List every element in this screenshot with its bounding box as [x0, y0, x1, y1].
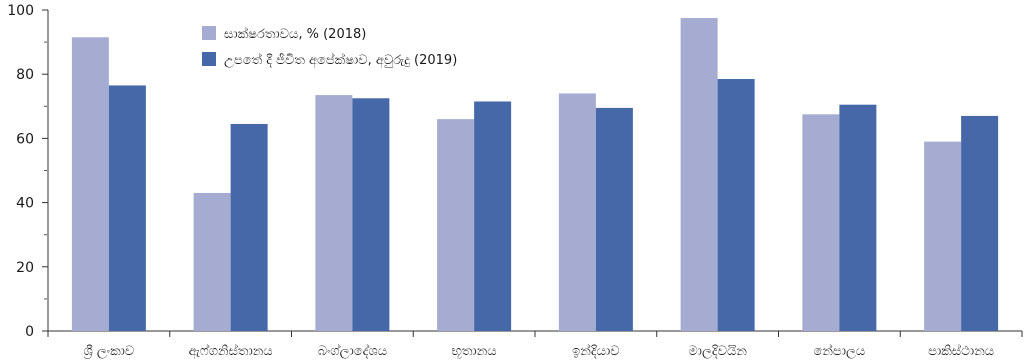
legend-swatch-2 [202, 52, 216, 66]
bar-series-1 [802, 114, 840, 331]
bar-series-2 [717, 79, 755, 331]
y-tick-label: 0 [25, 324, 34, 340]
y-tick-label: 40 [16, 196, 34, 212]
bar-series-1 [437, 119, 475, 331]
bar-series-2 [474, 101, 512, 331]
x-category-label: ශ්‍රී ලංකාව [83, 344, 134, 359]
bar-series-1 [924, 141, 962, 331]
y-tick-label: 100 [7, 3, 34, 19]
x-category-label: මාලදිවයින [688, 344, 747, 359]
y-tick-label: 60 [16, 131, 34, 147]
legend-label-1: සාක්ෂරතාවය, % (2018) [224, 26, 366, 42]
bar-series-2 [108, 85, 146, 331]
y-tick-label: 20 [16, 260, 34, 276]
legend-label-2: උපතේ දී ජීවිත අපේක්ෂාව, අවුරුදු (2019) [224, 52, 457, 68]
x-category-label: ඇෆ්ගනිස්තානය [189, 343, 273, 359]
bar-series-2 [961, 115, 999, 332]
bar-series-1 [558, 93, 596, 332]
x-category-label: ඉන්දියාව [572, 343, 619, 359]
x-category-label: බංග්ලාදේශය [318, 343, 387, 359]
bar-series-1 [315, 95, 353, 331]
bar-series-1 [71, 37, 109, 331]
x-category-label: පාකිස්ථානය [928, 343, 994, 359]
x-category-label: නේපාලය [813, 343, 865, 359]
x-axis: ශ්‍රී ලංකාව ඇෆ්ගනිස්තානය බංග්ලාදේශය භූතානය ඉ… [47, 330, 1023, 359]
x-category-label: භූතානය [452, 344, 497, 359]
bar-series-2 [352, 98, 390, 332]
bar-series-2 [230, 123, 268, 331]
bar-series-2 [839, 104, 877, 331]
legend-swatch-1 [202, 26, 216, 40]
y-tick-label: 80 [16, 67, 34, 83]
legend: සාක්ෂරතාවය, % (2018) උපතේ දී ජීවිත අපේක්ෂ… [202, 26, 457, 68]
y-axis: 0 20 40 60 80 100 [7, 3, 49, 340]
bar-series-2 [595, 107, 633, 331]
bar-series-1 [680, 18, 718, 332]
bars [71, 18, 999, 332]
bar-series-1 [193, 192, 231, 331]
